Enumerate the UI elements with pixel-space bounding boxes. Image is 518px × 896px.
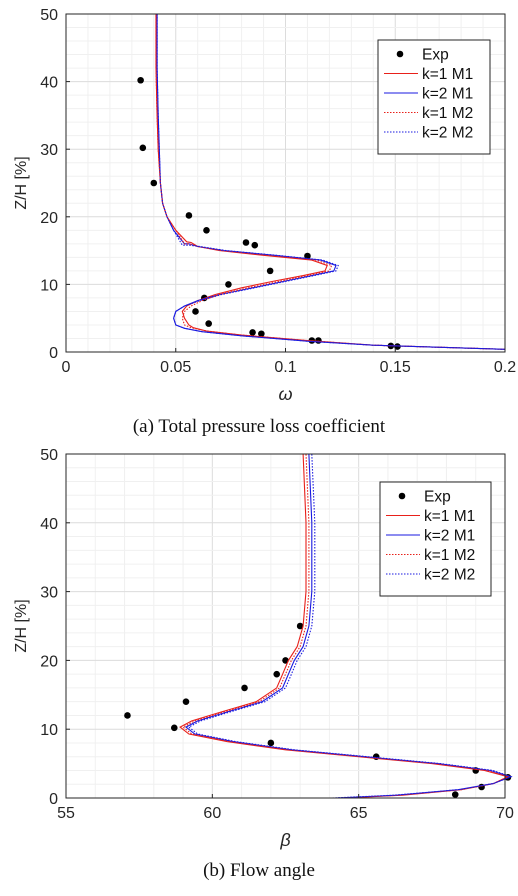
legend-label: Exp [424, 489, 451, 506]
legend-label: k=2 M1 [422, 86, 473, 103]
exp-data-point [267, 739, 275, 747]
exp-data-point [192, 308, 199, 315]
exp-data-point [266, 267, 274, 275]
x-tick-label: 0.15 [380, 359, 411, 376]
plot-frame [65, 453, 506, 799]
legend: Exp k=1 M1 k=2 M1 k=1 M2 k=2 M2 [377, 39, 491, 155]
exp-data-point [249, 329, 256, 336]
y-tick-label: 40 [40, 75, 58, 92]
legend-label: k=2 M1 [424, 528, 475, 545]
x-tick-label: 65 [350, 805, 368, 822]
exp-data-point [203, 227, 210, 234]
y-tick-label: 0 [49, 791, 58, 808]
exp-data-point [304, 252, 311, 260]
y-tick-label: 30 [40, 142, 58, 159]
series-line-k-1-m2 [182, 453, 510, 799]
x-tick-label: 60 [203, 805, 221, 822]
y-tick-label: 20 [40, 210, 58, 227]
exp-data-point [225, 281, 232, 288]
y-tick-label: 40 [40, 516, 58, 533]
legend-label: Exp [422, 47, 449, 64]
x-axis-label: β [279, 830, 290, 850]
legend-box [379, 481, 492, 597]
y-axis-label: Z/H [%] [13, 156, 30, 209]
exp-data-point [124, 712, 131, 719]
exp-data-point [451, 791, 459, 798]
legend-label: k=1 M1 [422, 66, 473, 83]
legend-marker-exp [396, 50, 404, 58]
caption-b: (b) Flow angle [203, 860, 315, 881]
y-tick-label: 10 [40, 277, 58, 294]
x-tick-label: 70 [496, 805, 514, 822]
legend-label: k=1 M1 [424, 508, 475, 525]
x-tick-label: 0.1 [274, 359, 296, 376]
legend-marker-exp [398, 492, 406, 500]
x-tick-label: 55 [57, 805, 75, 822]
legend-label: k=1 M2 [422, 105, 473, 122]
y-tick-label: 0 [49, 345, 58, 362]
exp-data-point [150, 179, 158, 187]
x-axis-label: ω [278, 384, 292, 404]
legend-box [377, 39, 491, 155]
legend: Exp k=1 M1 k=2 M1 k=1 M2 k=2 M2 [379, 481, 492, 597]
y-axis-label: Z/H [%] [13, 599, 30, 652]
exp-data-point [170, 724, 178, 732]
exp-data-point [139, 144, 147, 152]
exp-data-point [137, 76, 144, 84]
legend-label: k=2 M2 [422, 125, 473, 142]
x-tick-label: 0.2 [494, 359, 516, 376]
legend-label: k=1 M2 [424, 547, 475, 564]
exp-data-point [185, 212, 193, 219]
exp-data-point [315, 337, 322, 344]
y-tick-label: 50 [40, 7, 58, 24]
exp-data-point [242, 239, 250, 246]
exp-data-point [205, 320, 212, 327]
exp-data-point [258, 330, 265, 338]
chart-a-plot: 0 0.05 0.1 0.15 0.2 0 10 20 30 40 50 ω Z/H [%] Exp k=1… [13, 7, 516, 404]
x-tick-label: 0 [62, 359, 71, 376]
series-line-k-1-m1 [179, 453, 510, 799]
chart-total-pressure-loss: 0 0.05 0.1 0.15 0.2 0 10 20 30 40 50 ω Z/H [%] Exp k=1… [13, 7, 516, 437]
exp-data-point [241, 684, 248, 692]
y-tick-label: 10 [40, 722, 58, 739]
chart-flow-angle: 55 60 65 70 0 10 20 30 40 50 β Z/H [%] Exp k=1 M1 k=2 … [0, 448, 518, 896]
exp-data-point [296, 622, 304, 630]
exp-data-point [182, 698, 190, 705]
legend-label: k=2 M2 [424, 567, 475, 584]
caption-a: (a) Total pressure loss coefficient [132, 416, 386, 437]
y-tick-label: 30 [40, 585, 58, 602]
exp-data-point [251, 241, 259, 249]
chart-b-plot: 55 60 65 70 0 10 20 30 40 50 β Z/H [%] Exp k=1 M1 k=2 … [13, 448, 514, 850]
exp-data-point [273, 670, 281, 678]
y-tick-label: 50 [40, 448, 58, 464]
x-tick-label: 0.05 [160, 359, 191, 376]
exp-data-point [394, 343, 401, 350]
series-line-k-2-m2 [156, 14, 506, 350]
y-tick-label: 20 [40, 653, 58, 670]
